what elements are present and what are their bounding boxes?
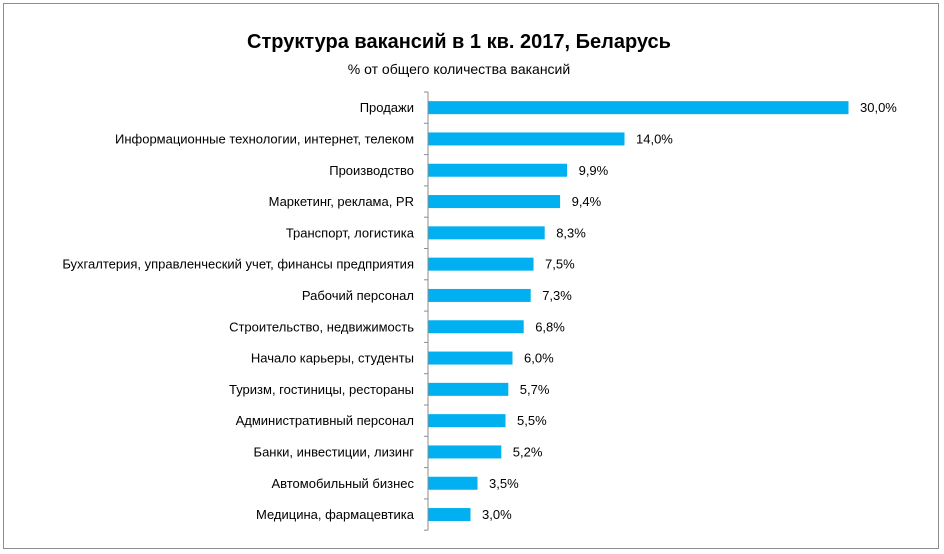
category-label: Маркетинг, реклама, PR	[269, 194, 414, 209]
data-label: 3,0%	[482, 507, 512, 522]
category-label: Транспорт, логистика	[286, 225, 415, 240]
category-label: Продажи	[360, 100, 414, 115]
data-label: 30,0%	[860, 100, 897, 115]
chart-title: Структура вакансий в 1 кв. 2017, Беларус…	[247, 31, 671, 53]
data-label: 9,4%	[572, 194, 602, 209]
data-label: 9,9%	[579, 163, 609, 178]
chart-subtitle: % от общего количества вакансий	[347, 61, 571, 77]
bar	[428, 476, 478, 490]
data-label: 5,7%	[520, 382, 550, 397]
bar	[428, 163, 568, 177]
category-label: Туризм, гостиницы, рестораны	[229, 382, 414, 397]
category-label: Строительство, недвижимость	[229, 319, 414, 334]
data-label: 6,0%	[524, 351, 554, 366]
data-label: 7,5%	[545, 257, 575, 272]
category-label: Медицина, фармацевтика	[256, 507, 415, 522]
bar	[428, 382, 509, 396]
bar	[428, 445, 502, 459]
category-label: Информационные технологии, интернет, тел…	[115, 131, 414, 146]
category-label: Рабочий персонал	[302, 288, 414, 303]
bar	[428, 320, 524, 334]
data-label: 14,0%	[636, 131, 673, 146]
bar	[428, 101, 849, 115]
category-label: Банки, инвестиции, лизинг	[254, 444, 415, 459]
data-label: 7,3%	[542, 288, 572, 303]
bar	[428, 288, 531, 302]
category-label: Бухгалтерия, управленческий учет, финанс…	[62, 257, 414, 272]
data-label: 3,5%	[489, 476, 519, 491]
data-label: 6,8%	[535, 319, 565, 334]
bar	[428, 195, 561, 209]
bar	[428, 508, 471, 522]
bar	[428, 414, 506, 428]
data-label: 5,2%	[513, 444, 543, 459]
category-label: Административный персонал	[236, 413, 414, 428]
category-label: Начало карьеры, студенты	[251, 351, 414, 366]
data-label: 5,5%	[517, 413, 547, 428]
bar	[428, 132, 625, 146]
bar	[428, 257, 534, 271]
bar	[428, 351, 513, 365]
category-label: Производство	[329, 163, 414, 178]
bar	[428, 226, 545, 240]
data-label: 8,3%	[556, 225, 586, 240]
category-label: Автомобильный бизнес	[271, 476, 414, 491]
